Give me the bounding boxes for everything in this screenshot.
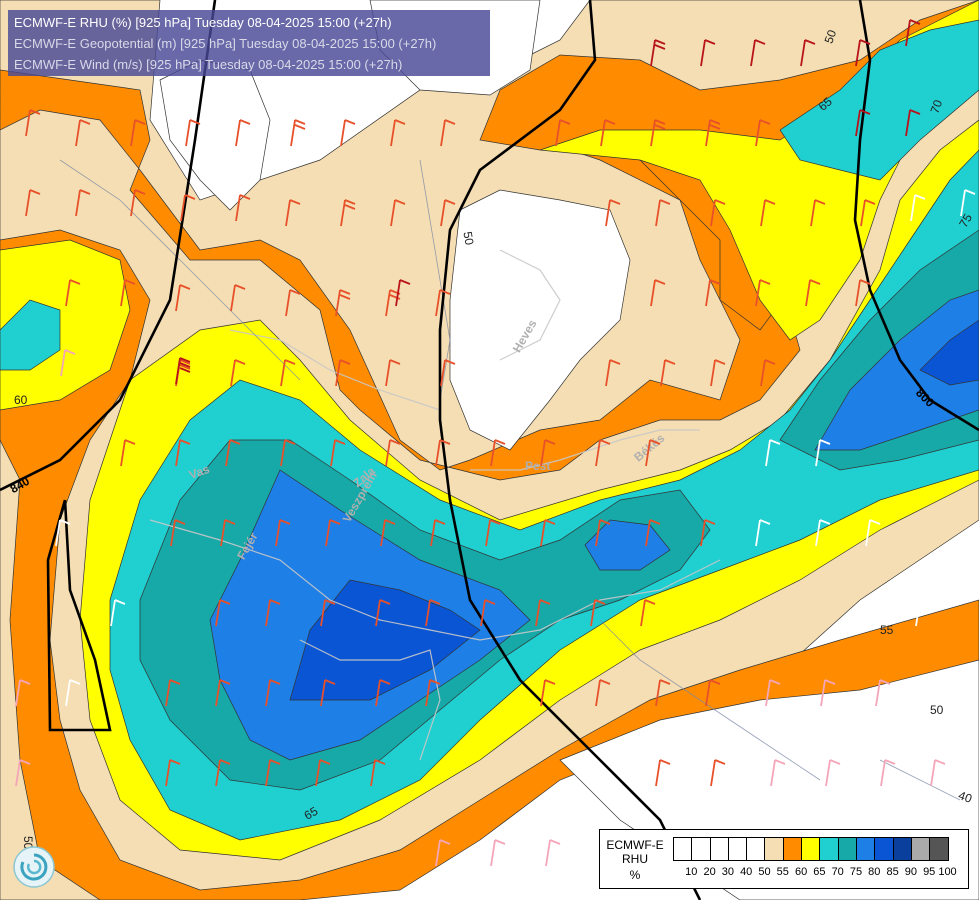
legend-tick-label: 90 — [904, 866, 918, 878]
svg-text:40: 40 — [957, 788, 975, 806]
legend-tick-label: 40 — [740, 866, 753, 878]
legend-swatch-65 — [802, 838, 821, 860]
title-wind: ECMWF-E Wind (m/s) [925 hPa] Tuesday 08-… — [14, 57, 403, 72]
legend-tick-label: 60 — [794, 866, 808, 878]
legend-swatch-10 — [674, 838, 693, 860]
legend-swatch-55 — [765, 838, 784, 860]
legend-model: ECMWF-E — [606, 838, 664, 852]
borders — [149, 249, 721, 761]
legend-swatch-90 — [893, 838, 912, 860]
legend-swatch-85 — [875, 838, 894, 860]
svg-text:55: 55 — [880, 623, 894, 637]
legend-title: ECMWF-E RHU % — [604, 838, 666, 882]
legend-swatch-50 — [747, 838, 766, 860]
svg-text:50: 50 — [821, 28, 839, 46]
legend-swatch-100 — [930, 838, 949, 860]
legend-tick-label: 20 — [703, 866, 716, 878]
legend-tick-label: 100 — [938, 866, 957, 878]
legend-tick-label: 75 — [849, 866, 863, 878]
svg-text:50: 50 — [930, 703, 944, 717]
legend-tick-label: 70 — [831, 866, 844, 878]
legend-tick-label: 10 — [685, 866, 698, 878]
svg-text:Vas: Vas — [187, 462, 212, 482]
rhu-legend: ECMWF-E RHU % 10 20 30 40 50 55 60 65 70 75 80 85 90… — [599, 829, 969, 889]
agency-logo-icon — [13, 846, 55, 888]
legend-unit: % — [629, 868, 641, 882]
legend-tick-label: 55 — [776, 866, 789, 878]
svg-text:Pest: Pest — [525, 459, 550, 473]
legend-swatch-20 — [692, 838, 711, 860]
legend-swatch-30 — [710, 838, 729, 860]
map-title-box: ECMWF-E RHU (%) [925 hPa] Tuesday 08-04-… — [8, 10, 490, 76]
title-geopotential: ECMWF-E Geopotential (m) [925 hPa] Tuesd… — [14, 36, 437, 51]
legend-tick-label: 85 — [886, 866, 899, 878]
svg-text:50: 50 — [460, 230, 476, 246]
legend-swatch-60 — [783, 838, 803, 860]
svg-text:60: 60 — [14, 393, 28, 407]
legend-tick-label: 80 — [868, 866, 881, 878]
rh-band-80-east — [814, 289, 979, 451]
legend-swatch-80 — [856, 838, 876, 860]
legend-tick-label: 95 — [923, 866, 936, 878]
legend-variable: RHU — [622, 852, 648, 866]
wind-barbs — [15, 19, 976, 867]
title-rhu: ECMWF-E RHU (%) [925 hPa] Tuesday 08-04-… — [14, 15, 392, 30]
legend-tick-label: 50 — [758, 866, 771, 878]
rh-dry-center — [449, 189, 631, 451]
rh-band-85-east — [919, 319, 979, 386]
svg-text:65: 65 — [302, 804, 321, 823]
legend-swatch-70 — [820, 838, 839, 860]
legend-tick-labels: 10 20 30 40 50 55 60 65 70 75 80 85 90 95 100 — [673, 866, 979, 880]
legend-swatch-40 — [728, 838, 748, 860]
rh-band-70-westcell — [0, 299, 61, 371]
legend-color-scale — [673, 837, 950, 861]
legend-swatch-75 — [838, 838, 857, 860]
svg-text:70: 70 — [927, 98, 945, 116]
rh-band-70-north — [779, 19, 979, 181]
legend-tick-label: 65 — [813, 866, 826, 878]
legend-swatch-95 — [911, 838, 931, 860]
legend-tick-label: 30 — [721, 866, 735, 878]
svg-text:50: 50 — [21, 836, 35, 850]
